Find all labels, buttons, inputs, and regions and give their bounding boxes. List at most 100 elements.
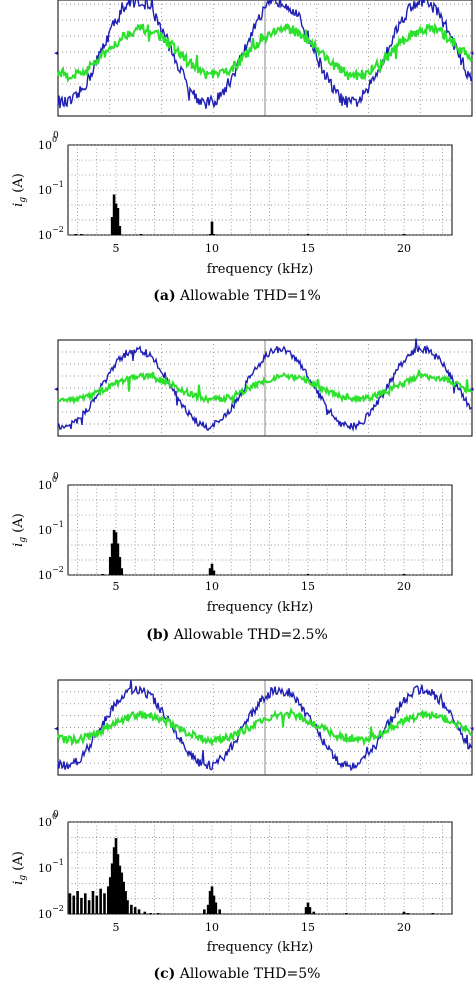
waveform-channel-marker-a: ◂ (54, 49, 58, 57)
spectrum-bar-b (118, 557, 122, 575)
spectrum-bar-c (308, 907, 312, 914)
spectrum-bar-c (406, 913, 410, 915)
waveform-series-green-c (57, 706, 473, 748)
spectrum-bar-c (114, 838, 118, 914)
spectrum-bar-a (80, 234, 83, 236)
spectrum-bar-b (101, 574, 104, 576)
spectrum-bar-a (212, 234, 216, 236)
spectrum-bar-b (210, 563, 214, 575)
spectrum-ylabel-c: ig (A) (11, 851, 28, 885)
spectrum-bar-b (116, 543, 120, 575)
spectrum-ytick-exp-c: −1 (52, 858, 64, 867)
spectrum-xtick-c: 15 (301, 921, 315, 934)
caption-text-b: Allowable THD=2.5% (173, 627, 328, 643)
spectrum-xtick-b: 5 (113, 580, 120, 593)
caption-c: (c) Allowable THD=5% (0, 966, 474, 982)
spectrum-bar-c (210, 886, 214, 914)
spectrum-bar-b (212, 570, 216, 575)
spectrum-bar-c (122, 881, 125, 914)
spectrum-ytick-b: 10 (38, 524, 52, 537)
spectrum-bar-b (402, 574, 406, 576)
waveform-axis-tick-c: 0 (53, 810, 59, 820)
spectrum-bar-a (112, 194, 116, 235)
spectrum-bar-c (345, 913, 348, 915)
spectrum-bar-a (402, 234, 406, 236)
spectrum-ytick-a: 10 (38, 229, 52, 242)
spectrum-bar-c (107, 886, 110, 914)
spectrum-ytick-c: 10 (38, 816, 52, 829)
spectrum-ytick-exp-c: 0 (52, 812, 57, 821)
spectrum-ytick-a: 10 (38, 184, 52, 197)
waveform-series-green-b (57, 369, 473, 406)
spectrum-ytick-exp-a: −2 (52, 225, 64, 234)
spectrum-bar-c (103, 893, 106, 914)
waveform-axis-tick-a: 0 (53, 131, 59, 141)
waveform-series-blue-b (57, 338, 473, 433)
spectrum-bar-b (108, 557, 112, 575)
waveform-channel-marker-c: ◂ (54, 725, 58, 733)
spectrum-ytick-exp-b: −1 (52, 520, 64, 529)
spectrum-bar-b (114, 532, 118, 575)
spectrum-bar-c (208, 891, 212, 914)
spectrum-xtick-a: 15 (301, 242, 315, 255)
spectrum-xtick-a: 20 (397, 242, 411, 255)
spectrum-ytick-exp-a: −1 (52, 180, 64, 189)
spectrum-bar-c (108, 877, 112, 914)
spectrum-bar-c (149, 913, 152, 915)
waveform-series-blue-c (57, 679, 473, 772)
spectrum-bar-c (214, 902, 218, 914)
spectrum-ytick-exp-c: −2 (52, 904, 64, 913)
spectrum-bar-c (218, 909, 221, 914)
spectrum-ylabel-a: ig (A) (11, 173, 28, 207)
spectrum-bar-c (83, 893, 87, 914)
spectrum-xtick-b: 10 (205, 580, 219, 593)
spectrum-bar-b (306, 574, 310, 576)
spectrum-bar-a (114, 203, 118, 235)
spectrum-bar-c (206, 904, 210, 914)
spectrum-bar-c (304, 907, 308, 914)
spectrum-bar-c (124, 891, 127, 914)
caption-label-a: (a) (153, 288, 176, 304)
spectrum-bar-b (110, 543, 114, 575)
waveform-axis-tick-b: 0 (53, 472, 59, 482)
caption-text-a: Allowable THD=1% (180, 288, 321, 304)
spectrum-bar-a (208, 234, 212, 236)
spectrum-bar-a (116, 208, 120, 235)
spectrum-bar-c (156, 913, 160, 915)
spectrum-ylabel-b: ig (A) (11, 513, 28, 547)
spectrum-xlabel-b: frequency (kHz) (207, 600, 313, 615)
spectrum-bar-c (431, 913, 435, 915)
spectrum-bar-c (112, 847, 116, 914)
caption-label-c: (c) (153, 966, 176, 982)
waveform-plot-c: ◂ ◂ (54, 679, 474, 776)
spectrum-bar-c (126, 900, 129, 914)
spectrum-xtick-a: 10 (205, 242, 219, 255)
spectrum-ytick-exp-a: 0 (52, 135, 57, 144)
spectrum-bar-c (203, 909, 206, 914)
spectrum-bar-c (212, 895, 216, 914)
caption-label-b: (b) (146, 627, 170, 643)
spectrum-bar-c (130, 904, 133, 914)
spectrum-xlabel-a: frequency (kHz) (207, 262, 313, 277)
spectrum-bar-c (118, 865, 122, 914)
spectrum-bar-c (137, 909, 141, 914)
spectrum-bar-c (68, 893, 72, 914)
waveform-channel-marker-right-c: ◂ (470, 725, 474, 733)
spectrum-bar-c (120, 872, 124, 914)
spectrum-ytick-c: 10 (38, 862, 52, 875)
spectrum-ytick-c: 10 (38, 908, 52, 921)
spectrum-bar-c (143, 911, 147, 914)
spectrum-xlabel-c: frequency (kHz) (207, 940, 313, 955)
spectrum-bar-c (76, 891, 79, 914)
waveform-series-blue-a (57, 0, 473, 109)
spectrum-bar-c (133, 907, 137, 914)
spectrum-bar-b (112, 530, 116, 575)
spectrum-xtick-b: 20 (397, 580, 411, 593)
spectrum-xtick-a: 5 (113, 242, 120, 255)
spectrum-ytick-exp-b: 0 (52, 475, 57, 484)
spectrum-bar-a (74, 234, 77, 236)
waveform-series-green-a (57, 21, 473, 83)
waveform-plot-a: ◂ ◂ (54, 0, 474, 117)
